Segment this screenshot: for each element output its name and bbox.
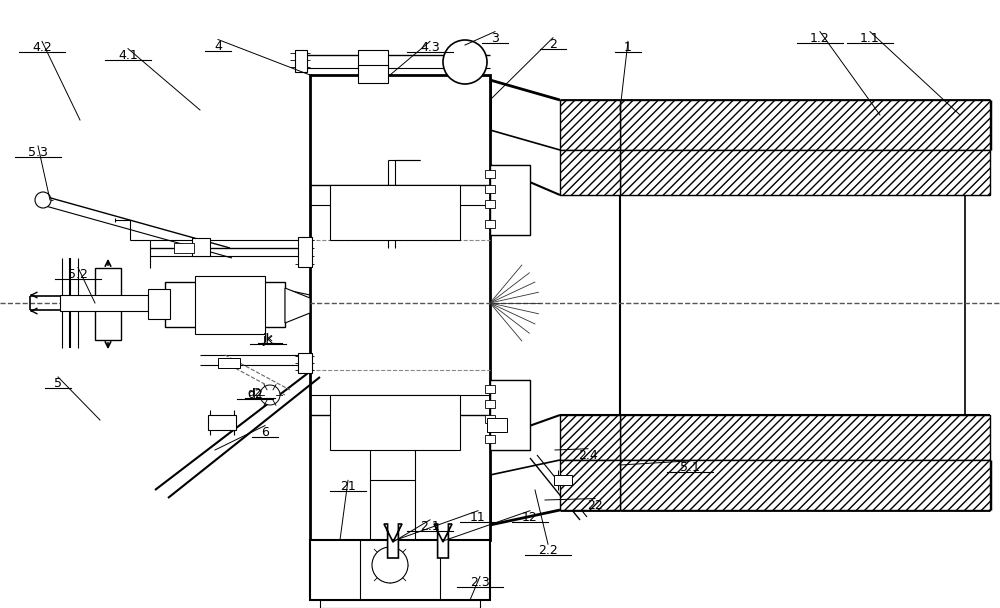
- Polygon shape: [434, 524, 452, 558]
- Circle shape: [35, 192, 51, 208]
- Bar: [620, 100, 990, 150]
- Text: 1.1: 1.1: [860, 32, 880, 44]
- Bar: [560, 100, 620, 150]
- Bar: [485, 435, 495, 443]
- Bar: [174, 243, 194, 253]
- Circle shape: [443, 40, 487, 84]
- Bar: [310, 540, 490, 600]
- Text: 4.2: 4.2: [32, 41, 52, 54]
- Text: d2: d2: [248, 388, 262, 398]
- Text: 4: 4: [214, 40, 222, 52]
- Bar: [485, 200, 495, 208]
- Text: 2.2: 2.2: [538, 544, 558, 557]
- Bar: [485, 415, 495, 423]
- Text: 12: 12: [522, 511, 538, 523]
- Bar: [295, 50, 307, 72]
- Circle shape: [260, 385, 280, 405]
- Text: 2.3: 2.3: [470, 576, 490, 589]
- Bar: [208, 415, 236, 430]
- Bar: [560, 460, 620, 510]
- Text: 22: 22: [587, 499, 603, 511]
- Bar: [560, 150, 620, 195]
- Bar: [165, 282, 285, 327]
- Bar: [330, 395, 460, 450]
- Text: 4.3: 4.3: [420, 41, 440, 54]
- Bar: [298, 237, 312, 267]
- Bar: [487, 418, 507, 432]
- Bar: [485, 400, 495, 408]
- Bar: [485, 170, 495, 178]
- Bar: [95, 268, 121, 340]
- Bar: [620, 415, 990, 460]
- Polygon shape: [285, 288, 310, 323]
- Text: 5: 5: [54, 377, 62, 390]
- Bar: [490, 380, 530, 450]
- Text: 11: 11: [470, 511, 486, 523]
- Bar: [490, 165, 530, 235]
- Bar: [298, 353, 312, 373]
- Bar: [60, 295, 148, 311]
- Text: 21: 21: [340, 480, 356, 493]
- Bar: [192, 238, 210, 256]
- Bar: [485, 385, 495, 393]
- Bar: [310, 75, 490, 540]
- Text: 3: 3: [491, 32, 499, 44]
- Bar: [620, 460, 990, 510]
- Bar: [358, 65, 388, 83]
- Text: 5.2: 5.2: [68, 268, 88, 280]
- Text: jk: jk: [263, 333, 273, 343]
- Text: 5.1: 5.1: [680, 461, 700, 474]
- Text: 6: 6: [261, 426, 269, 438]
- Polygon shape: [384, 524, 402, 558]
- Bar: [330, 185, 460, 240]
- Text: 4.1: 4.1: [118, 49, 138, 61]
- Bar: [620, 195, 990, 415]
- Text: 2: 2: [549, 38, 557, 50]
- Text: 2.1: 2.1: [420, 520, 440, 533]
- Bar: [320, 600, 480, 608]
- Circle shape: [372, 547, 408, 583]
- Text: 2.4: 2.4: [578, 449, 598, 461]
- Bar: [560, 415, 620, 460]
- Bar: [554, 475, 572, 485]
- Bar: [485, 220, 495, 228]
- Text: 1: 1: [624, 41, 632, 54]
- Bar: [195, 276, 265, 334]
- Bar: [358, 50, 388, 68]
- Bar: [485, 185, 495, 193]
- Text: d2: d2: [247, 388, 263, 401]
- Bar: [218, 358, 240, 368]
- Text: 1.2: 1.2: [810, 32, 830, 44]
- Bar: [148, 289, 170, 319]
- Text: jk: jk: [263, 333, 273, 346]
- Text: 5.3: 5.3: [28, 146, 48, 159]
- Bar: [620, 150, 990, 195]
